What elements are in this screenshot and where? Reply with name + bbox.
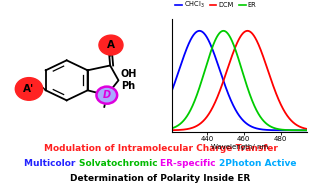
Circle shape [15, 78, 43, 100]
Text: 2Photon Active: 2Photon Active [219, 159, 297, 168]
X-axis label: Wavelength/ nm: Wavelength/ nm [211, 144, 268, 150]
Text: D: D [103, 90, 111, 100]
Legend: CHCl$_3$, DCM, ER: CHCl$_3$, DCM, ER [172, 0, 259, 13]
Text: Multicolor: Multicolor [24, 159, 79, 168]
Text: ER-specific: ER-specific [160, 159, 219, 168]
Text: OH: OH [121, 69, 137, 79]
Circle shape [99, 35, 123, 55]
Text: A': A' [23, 84, 35, 94]
Text: Modulation of Intramolecular Charge Transfer: Modulation of Intramolecular Charge Tran… [44, 144, 277, 153]
Text: Ph: Ph [121, 81, 135, 91]
Text: Determination of Polarity Inside ER: Determination of Polarity Inside ER [70, 174, 251, 183]
Circle shape [96, 87, 117, 104]
Text: Solvatochromic: Solvatochromic [79, 159, 160, 168]
Text: A: A [107, 40, 115, 50]
